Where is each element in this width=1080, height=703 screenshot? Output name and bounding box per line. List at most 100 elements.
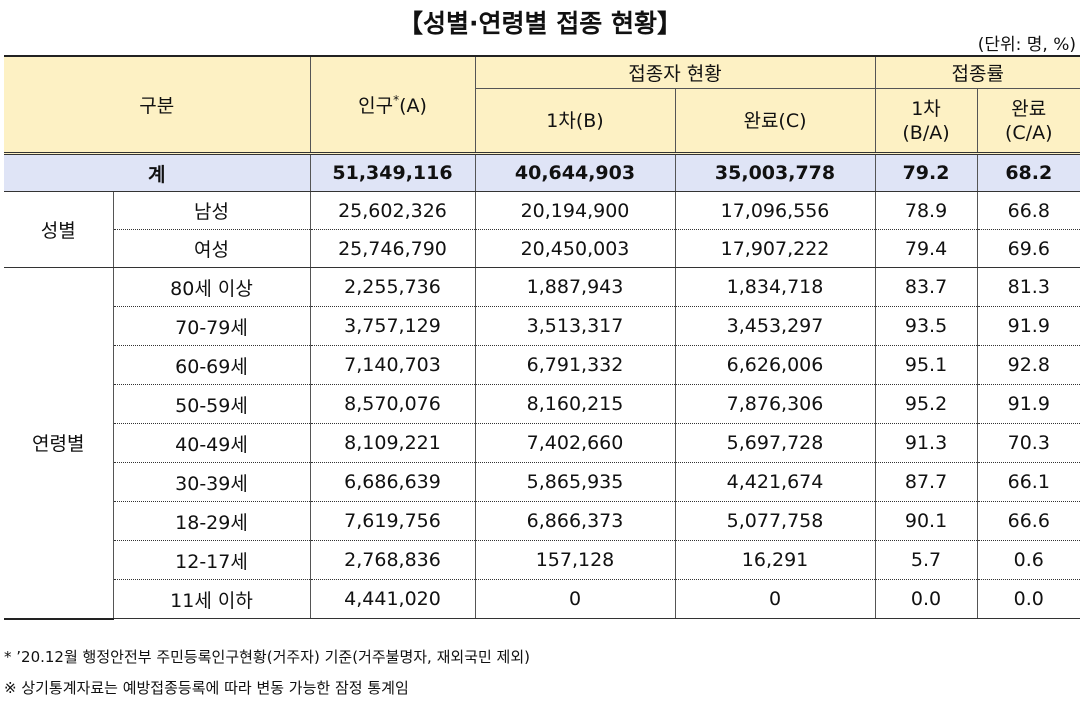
cell: 1,834,718 — [674, 267, 876, 307]
header-text: (A) — [399, 95, 427, 117]
data-row: 40-49세 8,109,221 7,402,660 5,697,728 91.3 70.… — [4, 423, 1080, 463]
header-text: 완료 — [1011, 97, 1047, 120]
cell: 5.7 — [874, 540, 978, 580]
cell: 81.3 — [976, 267, 1080, 307]
cell: 8,109,221 — [309, 423, 475, 463]
cell: 95.1 — [874, 345, 978, 385]
cell: 2,768,836 — [309, 540, 475, 580]
header-text: 인구 — [358, 95, 394, 117]
data-row: 50-59세 8,570,076 8,160,215 7,876,306 95.2 91.… — [4, 384, 1080, 424]
cell: 95.2 — [874, 384, 978, 424]
header-row: 구분 인구*(A) 접종자 현황 접종률 — [4, 55, 1080, 154]
cell: 7,876,306 — [674, 384, 876, 424]
cell: 2,255,736 — [309, 267, 475, 307]
row-label: 11세 이하 — [112, 579, 310, 619]
row-label: 70-79세 — [112, 306, 310, 346]
header-cell: 완료 (C/A) — [976, 88, 1080, 154]
cell: 6,686,639 — [309, 462, 475, 502]
cell: 1,887,943 — [474, 267, 675, 307]
cell: 91.9 — [976, 384, 1080, 424]
data-row: 성별 남성 25,602,326 20,194,900 17,096,556 78.9 66… — [4, 191, 1080, 268]
table-header: 구분 인구*(A) 접종자 현황 접종률 1차(B) 완료(C) 1차 (B/A)… — [4, 55, 1080, 154]
cell: 3,513,317 — [474, 306, 675, 346]
data-row: 연령별 80세 이상 2,255,736 1,887,943 1,834,718 83.7… — [4, 267, 1080, 620]
cell: 70.3 — [976, 423, 1080, 463]
cell: 25,746,790 — [309, 229, 475, 268]
header-text: 접종률 — [951, 63, 1004, 85]
header-cell: 구분 — [4, 55, 311, 154]
cell: 16,291 — [674, 540, 876, 580]
cell: 79.4 — [874, 229, 978, 268]
cell: 91.9 — [976, 306, 1080, 346]
header-row: 1차(B) 완료(C) 1차 (B/A) 완료 (C/A) — [4, 88, 1080, 154]
row-label: 18-29세 — [112, 501, 310, 541]
cell: 6,626,006 — [674, 345, 876, 385]
cell: 83.7 — [874, 267, 978, 307]
footnote: ※ 상기통계자료는 예방접종등록에 따라 변동 가능한 잠정 통계임 — [4, 679, 409, 697]
cell: 3,453,297 — [674, 306, 876, 346]
cell: 3,757,129 — [309, 306, 475, 346]
cell: 92.8 — [976, 345, 1080, 385]
header-cell: 1차 (B/A) — [874, 88, 978, 154]
cell: 4,421,674 — [674, 462, 876, 502]
table-body: 계 51,349,116 40,644,903 35,003,778 79.2 68.2 성… — [4, 152, 1080, 620]
footnote: * ’20.12월 행정안전부 주민등록인구현황(거주자) 기준(거주불명자, … — [4, 648, 530, 666]
cell: 79.2 — [874, 152, 978, 192]
header-text: 접종자 현황 — [628, 63, 722, 85]
total-row: 계 51,349,116 40,644,903 35,003,778 79.2 68.2 — [4, 152, 1080, 192]
cell: 51,349,116 — [309, 152, 475, 192]
cell: 35,003,778 — [674, 152, 876, 192]
data-row: 70-79세 3,757,129 3,513,317 3,453,297 93.5 91.… — [4, 306, 1080, 346]
data-row: 18-29세 7,619,756 6,866,373 5,077,758 90.1 66.… — [4, 501, 1080, 541]
unit: (단위: 명, %) — [977, 35, 1076, 55]
data-row: 11세 이하 4,441,020 0 0 0.0 0.0 — [4, 579, 1080, 619]
row-label: 여성 — [112, 229, 310, 268]
row-label: 남성 — [112, 191, 310, 230]
cell: 0.0 — [874, 579, 978, 619]
cell: 66.1 — [976, 462, 1080, 502]
data-row: 30-39세 6,686,639 5,865,935 4,421,674 87.7 66.… — [4, 462, 1080, 502]
group-label: 연령별 — [4, 267, 113, 620]
cell: 0.0 — [976, 579, 1080, 619]
row-label: 30-39세 — [112, 462, 310, 502]
cell: 17,907,222 — [674, 229, 876, 268]
header-cell: 1차(B) — [475, 88, 676, 154]
group-label: 성별 — [4, 191, 113, 268]
cell: 20,450,003 — [474, 229, 675, 268]
cell: 66.6 — [976, 501, 1080, 541]
cell: 0 — [474, 579, 675, 619]
vaccination-table: 구분 인구*(A) 접종자 현황 접종률 1차(B) 완료(C) 1차 (B/A)… — [4, 55, 1080, 620]
header-text: (B/A) — [902, 121, 950, 144]
header-text: 완료(C) — [743, 109, 807, 132]
cell: 69.6 — [976, 229, 1080, 268]
row-label: 계 — [4, 152, 310, 192]
cell: 66.8 — [976, 191, 1080, 230]
cell: 5,697,728 — [674, 423, 876, 463]
cell: 0.6 — [976, 540, 1080, 580]
row-label: 60-69세 — [112, 345, 310, 385]
cell: 7,402,660 — [474, 423, 675, 463]
cell: 7,619,756 — [309, 501, 475, 541]
cell: 7,140,703 — [309, 345, 475, 385]
data-row: 12-17세 2,768,836 157,128 16,291 5.7 0.6 — [4, 540, 1080, 580]
data-row: 여성 25,746,790 20,450,003 17,907,222 79.4 69.6 — [4, 229, 1080, 268]
row-label: 12-17세 — [112, 540, 310, 580]
cell: 8,570,076 — [309, 384, 475, 424]
cell: 6,791,332 — [474, 345, 675, 385]
row-label: 40-49세 — [112, 423, 310, 463]
cell: 68.2 — [976, 152, 1080, 192]
cell: 93.5 — [874, 306, 978, 346]
cell: 25,602,326 — [309, 191, 475, 230]
header-text: 구분 — [139, 95, 175, 117]
cell: 20,194,900 — [474, 191, 675, 230]
cell: 91.3 — [874, 423, 978, 463]
header-cell: 접종자 현황 — [474, 55, 876, 89]
cell: 78.9 — [874, 191, 978, 230]
header-text: 1차 — [911, 97, 941, 120]
cell: 40,644,903 — [474, 152, 675, 192]
header-text: 1차(B) — [546, 109, 604, 132]
cell: 6,866,373 — [474, 501, 675, 541]
cell: 8,160,215 — [474, 384, 675, 424]
